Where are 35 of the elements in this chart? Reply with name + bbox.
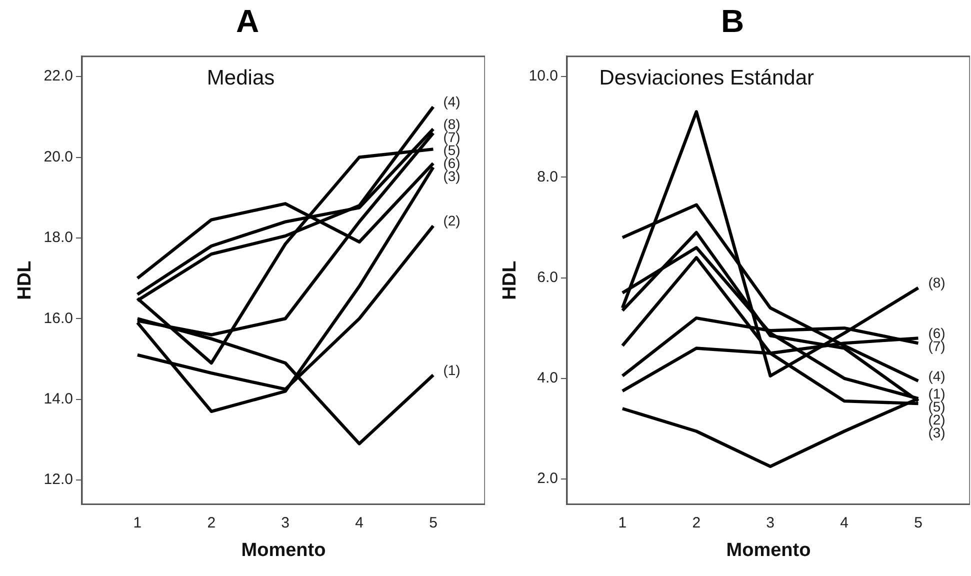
x-axis-title: Momento	[726, 540, 811, 561]
y-tick-label: 16.0	[44, 310, 73, 327]
x-tick-label: 4	[840, 514, 848, 532]
y-tick-label: 12.0	[44, 471, 73, 488]
y-axis-title: HDL	[14, 260, 36, 300]
chart-title: A	[236, 3, 260, 40]
y-tick-label: 6.0	[537, 268, 558, 286]
series-label: (2)	[443, 212, 460, 229]
text: Desviaciones Estándar	[599, 66, 814, 90]
y-tick-label: 18.0	[44, 229, 73, 246]
y-tick-label: 2.0	[537, 470, 558, 488]
x-axis-title: Momento	[241, 540, 326, 561]
x-tick-label: 4	[355, 514, 364, 532]
x-tick-label: 5	[429, 514, 438, 532]
y-tick-label: 4.0	[537, 370, 558, 387]
y-tick-label: 14.0	[44, 390, 73, 408]
y-tick-label: 10.0	[528, 68, 558, 85]
y-tick-label: 8.0	[537, 168, 558, 186]
x-tick-label: 3	[281, 514, 290, 532]
x-tick-label: 2	[692, 514, 701, 532]
series-label: (4)	[928, 368, 946, 384]
series-label: (8)	[928, 274, 946, 291]
series-label: (6)	[928, 325, 946, 342]
series-label: (4)	[443, 94, 460, 110]
text: Medias	[206, 66, 275, 90]
series-label: (1)	[443, 362, 460, 378]
x-tick-label: 3	[766, 514, 775, 532]
x-tick-label: 5	[914, 514, 922, 532]
x-tick-label: 1	[618, 514, 627, 532]
y-axis-title: HDL	[500, 260, 521, 300]
x-tick-label: 2	[207, 514, 216, 532]
chart-title: B	[720, 3, 744, 40]
y-tick-label: 20.0	[44, 148, 73, 166]
x-tick-label: 1	[133, 514, 142, 532]
y-tick-label: 22.0	[44, 68, 73, 85]
